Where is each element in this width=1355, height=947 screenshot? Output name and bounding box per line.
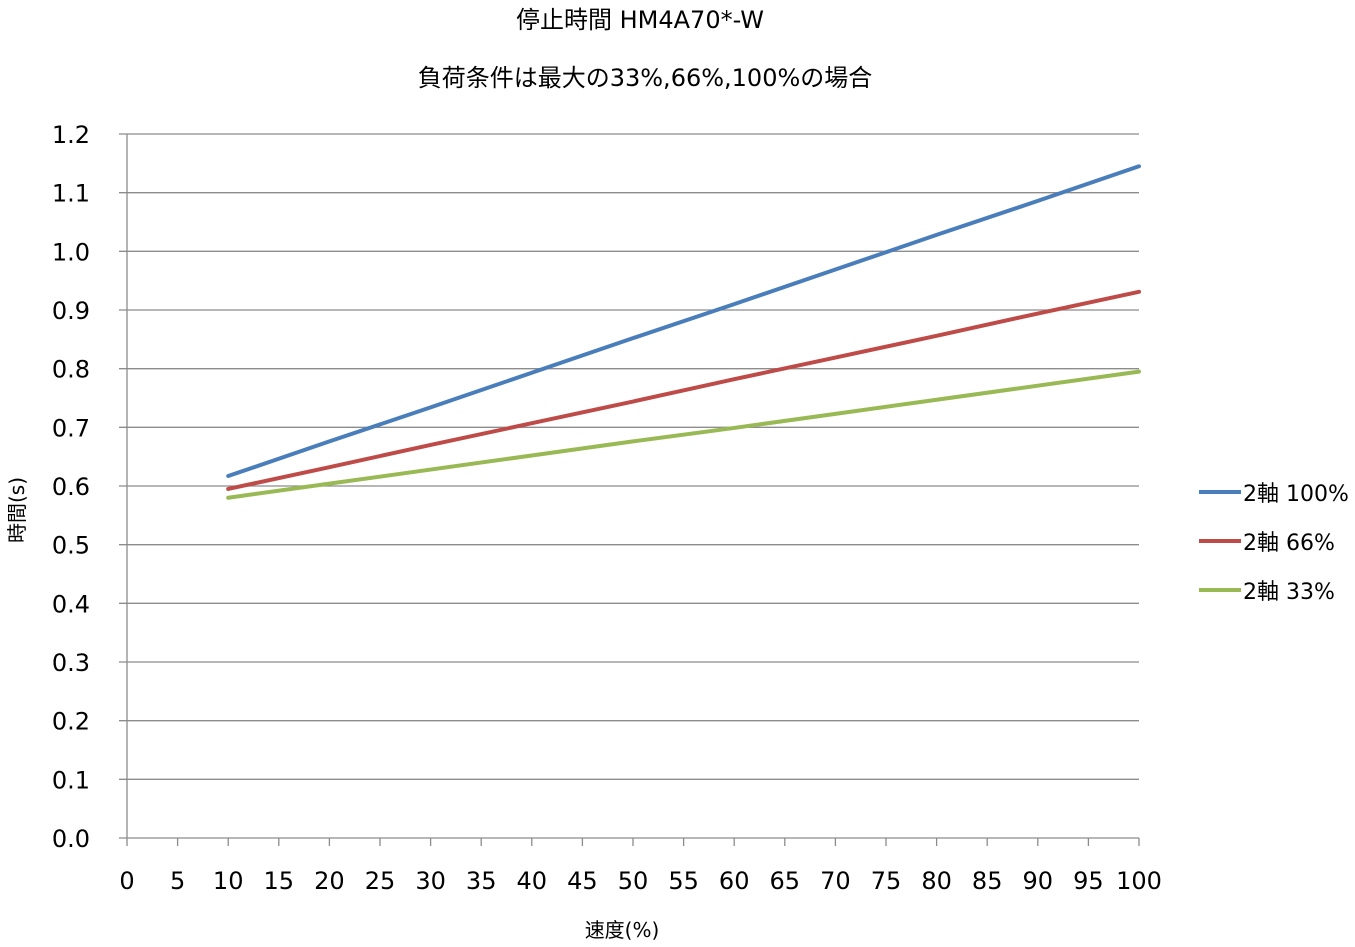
legend-label: 2軸 66%: [1243, 531, 1335, 556]
x-tick-label: 85: [972, 867, 1003, 895]
chart-subtitle: 負荷条件は最大の33%,66%,100%の場合: [418, 64, 873, 92]
x-tick-label: 60: [719, 867, 750, 895]
x-tick-label: 35: [466, 867, 497, 895]
y-tick-label: 0.5: [52, 532, 90, 560]
y-tick-label: 1.2: [52, 121, 90, 149]
x-tick-label: 50: [618, 867, 649, 895]
y-tick-label: 1.1: [52, 180, 90, 208]
y-tick-label: 0.1: [52, 766, 90, 794]
x-tick-label: 5: [170, 867, 185, 895]
x-tick-label: 10: [213, 867, 244, 895]
x-tick-label: 20: [314, 867, 345, 895]
y-tick-label: 0.7: [52, 414, 90, 442]
legend-label: 2軸 33%: [1243, 580, 1335, 605]
y-tick-label: 1.0: [52, 238, 90, 266]
y-tick-label: 0.0: [52, 825, 90, 853]
y-tick-label: 0.8: [52, 356, 90, 384]
x-tick-label: 0: [119, 867, 134, 895]
y-tick-label: 0.4: [52, 590, 90, 618]
legend: 2軸 100% 2軸 66% 2軸 33%: [1199, 482, 1349, 605]
x-tick-label: 45: [567, 867, 598, 895]
x-tick-label: 80: [921, 867, 952, 895]
y-tick-label: 0.3: [52, 649, 90, 677]
x-tick-label: 100: [1116, 867, 1162, 895]
x-tick-label: 65: [770, 867, 801, 895]
x-tick-label: 15: [264, 867, 295, 895]
x-tick-label: 55: [668, 867, 699, 895]
x-tick-label: 90: [1023, 867, 1054, 895]
series-lines: [226, 164, 1141, 500]
y-tick-label: 0.6: [52, 473, 90, 501]
chart-title: 停止時間 HM4A70*-W: [516, 6, 764, 34]
x-tick-label: 25: [365, 867, 396, 895]
y-tick-label: 0.9: [52, 297, 90, 325]
x-tick-label: 70: [820, 867, 851, 895]
y-tick-label: 0.2: [52, 708, 90, 736]
series-line: [226, 369, 1141, 500]
x-tick-label: 75: [871, 867, 902, 895]
y-axis-label: 時間(s): [5, 477, 29, 543]
legend-label: 2軸 100%: [1243, 482, 1349, 507]
x-tick-label: 40: [517, 867, 548, 895]
x-tick-label: 95: [1073, 867, 1104, 895]
x-axis-label: 速度(%): [585, 918, 660, 942]
x-tick-label: 30: [415, 867, 446, 895]
axes: 0.0 0.1 0.2 0.3 0.4 0.5 0.6 0.7 0.8 0.9 1.0 1.1 1.2 0…: [52, 121, 1162, 895]
series-line: [226, 289, 1141, 491]
series-line: [226, 164, 1141, 479]
gridlines: [119, 133, 1139, 839]
